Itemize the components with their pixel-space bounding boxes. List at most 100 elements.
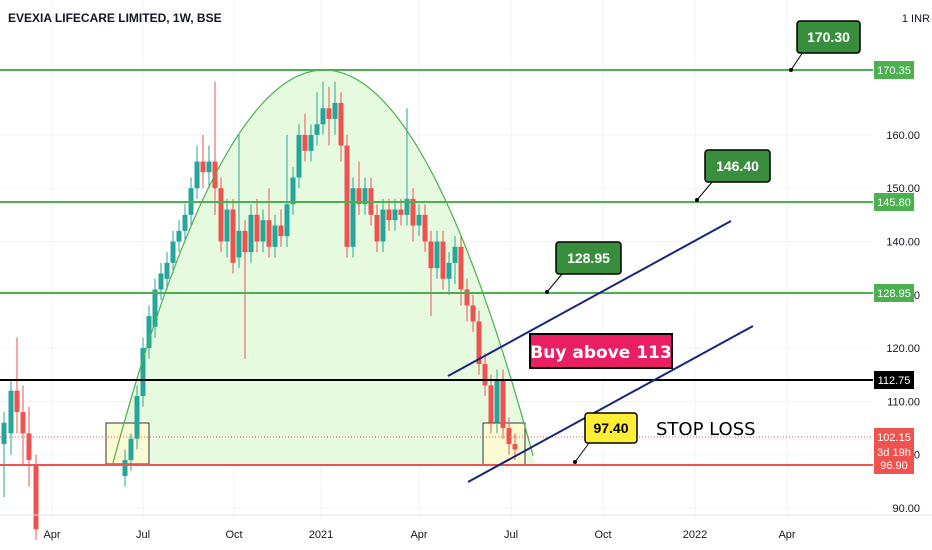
candle-14	[170, 230, 176, 274]
currency-label: 1 INR	[902, 13, 930, 25]
candles	[1, 81, 518, 540]
chart-title: EVEXIA LIFECARE LIMITED, 1W, BSE	[8, 11, 222, 25]
svg-text:145.80: 145.80	[877, 197, 911, 209]
x-tick-8: Apr	[778, 529, 795, 541]
candle-34	[290, 166, 296, 215]
candle-60	[446, 252, 452, 295]
candle-64	[470, 294, 476, 333]
candle-10	[146, 305, 152, 359]
candle-50	[386, 198, 392, 231]
candle-29	[260, 209, 266, 253]
x-tick-2: Oct	[225, 529, 242, 541]
candle-22	[218, 177, 224, 253]
time-axis[interactable]: Apr Jul Oct 2021 Apr Jul Oct 2022 Apr	[0, 514, 932, 541]
x-tick-1: Jul	[136, 529, 150, 541]
candle-57	[428, 230, 434, 317]
candle-5	[33, 454, 39, 540]
price-label-128.95: 128.95	[874, 284, 914, 302]
candle-4	[26, 406, 32, 487]
callout-97-40-text: 97.40	[593, 420, 628, 436]
candle-49	[380, 198, 386, 253]
candle-9	[140, 337, 146, 407]
candle-41	[332, 81, 338, 135]
candle-38	[314, 92, 320, 146]
candle-31	[272, 214, 278, 258]
svg-text:102.15: 102.15	[877, 432, 911, 444]
callout-128-95-text: 128.95	[567, 250, 610, 266]
candle-16	[182, 204, 188, 242]
candle-55	[416, 204, 422, 237]
current-price-label: 102.15 3d 19h	[874, 428, 914, 460]
candle-53	[404, 108, 410, 226]
buy-above-box	[529, 333, 673, 369]
candle-18	[194, 145, 200, 199]
candle-30	[266, 188, 272, 258]
candle-35	[296, 124, 302, 189]
candle-32	[278, 209, 284, 247]
candle-19	[200, 134, 206, 189]
candle-56	[422, 204, 428, 253]
candle-6	[122, 449, 128, 487]
candle-20	[206, 145, 212, 189]
candle-3	[20, 385, 26, 466]
price-axis[interactable]: 90.00100.00110.00120.00130.00140.00150.0…	[873, 0, 932, 515]
x-tick-7: 2022	[683, 529, 707, 541]
candle-48	[374, 204, 380, 253]
candle-52	[398, 198, 404, 226]
candle-0	[1, 412, 7, 498]
callout-170-30: 170.30	[789, 20, 861, 72]
candle-36	[302, 113, 308, 162]
y-tick-5: 140.00	[886, 237, 920, 249]
candle-27	[248, 204, 254, 263]
candle-2	[14, 337, 20, 434]
candle-23	[224, 198, 230, 258]
candle-70	[506, 417, 512, 455]
callout-97-40: 97.40	[573, 412, 638, 464]
svg-text:96.90: 96.90	[880, 460, 908, 472]
horizontal-levels	[0, 69, 873, 466]
svg-text:3d 19h: 3d 19h	[877, 447, 911, 459]
candle-58	[434, 230, 440, 279]
candle-43	[344, 134, 350, 258]
channel-lower-line	[467, 325, 754, 483]
candle-39	[320, 81, 326, 135]
x-tick-6: Oct	[594, 529, 611, 541]
y-tick-7: 160.00	[886, 130, 920, 142]
candle-33	[284, 134, 290, 247]
right-support-box	[482, 422, 526, 466]
svg-text:170.35: 170.35	[877, 65, 911, 77]
candle-44	[350, 177, 356, 258]
y-tick-0: 90.00	[892, 503, 920, 515]
candle-28	[254, 198, 260, 253]
candle-13	[164, 252, 170, 290]
candle-1	[8, 380, 14, 455]
candle-46	[362, 177, 368, 215]
y-tick-6: 150.00	[886, 183, 920, 195]
svg-text:112.75: 112.75	[878, 375, 911, 387]
candle-63	[464, 278, 470, 322]
stop-loss-text: STOP LOSS	[656, 419, 756, 440]
candle-61	[452, 236, 458, 285]
candle-66	[482, 353, 488, 397]
x-tick-5: Jul	[504, 529, 518, 541]
price-label-145.80: 145.80	[874, 193, 914, 211]
candle-37	[308, 124, 314, 162]
candle-15	[176, 220, 182, 253]
x-tick-0: Apr	[43, 529, 60, 541]
candle-24	[230, 198, 236, 274]
x-tick-3: 2021	[309, 529, 333, 541]
candle-59	[440, 230, 446, 290]
price-label-96.90: 96.90	[874, 456, 914, 474]
candle-8	[134, 385, 140, 450]
left-support-box	[105, 422, 150, 465]
candle-26	[242, 220, 248, 359]
channel-upper-line	[447, 220, 732, 377]
callout-146-40: 146.40	[695, 149, 771, 202]
candle-65	[476, 310, 482, 375]
price-label-170.35: 170.35	[874, 61, 914, 79]
price-label-112.75: 112.75	[874, 371, 914, 389]
candle-40	[326, 86, 332, 146]
callout-128-95: 128.95	[545, 241, 622, 294]
candle-54	[410, 188, 416, 242]
